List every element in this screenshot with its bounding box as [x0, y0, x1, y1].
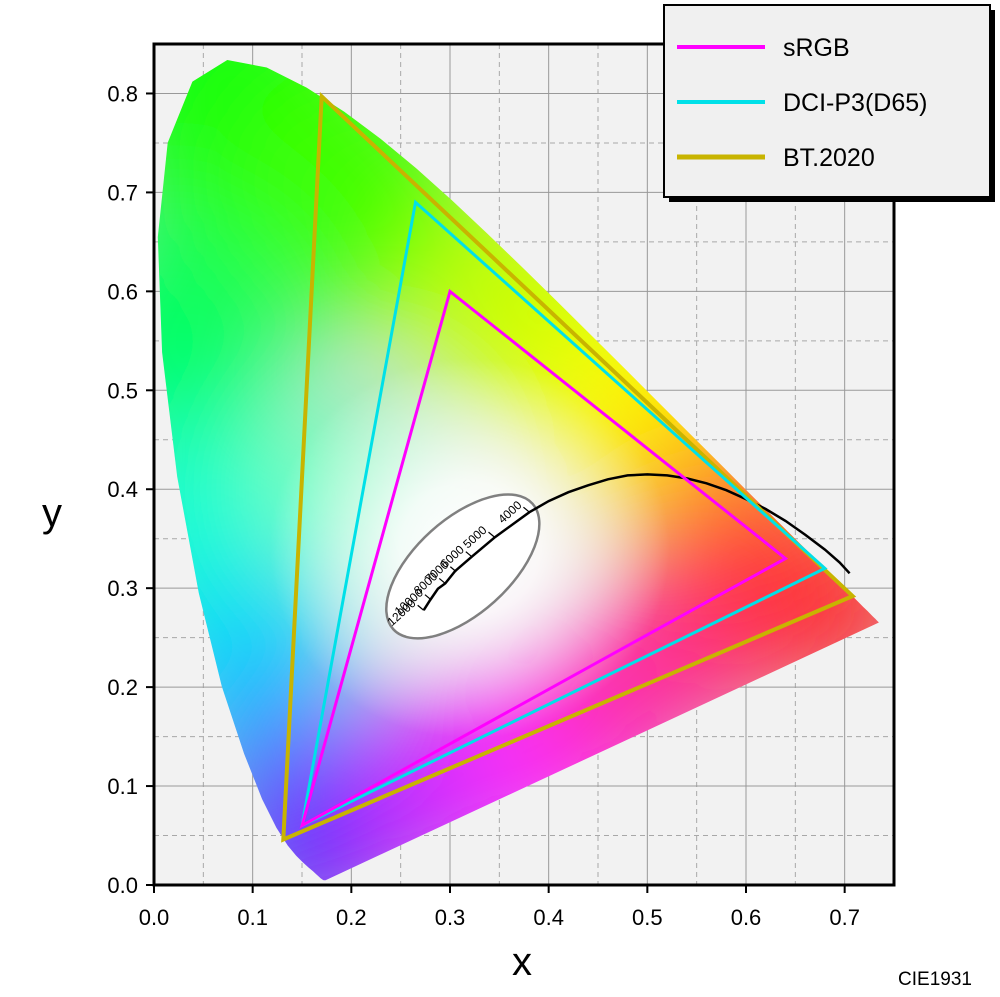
x-tick-label: 0.4 — [533, 905, 564, 930]
y-tick-label: 0.5 — [107, 378, 138, 403]
cct-ellipse-shape — [385, 493, 541, 640]
x-axis-title: x — [512, 940, 532, 984]
cct-tick — [424, 594, 432, 601]
x-tick-label: 0.7 — [829, 905, 860, 930]
x-tick-label: 0.6 — [731, 905, 762, 930]
cct-tick — [449, 566, 457, 573]
cct-tick — [465, 551, 473, 558]
legend-label: sRGB — [783, 34, 850, 62]
cct-ellipse — [385, 493, 541, 640]
color-blob — [157, 220, 294, 461]
cct-tick — [417, 604, 425, 611]
y-tick-label: 0.4 — [107, 477, 138, 502]
x-tick-label: 0.3 — [435, 905, 466, 930]
cct-tick — [438, 577, 446, 584]
cct-tick — [488, 531, 495, 538]
y-tick-label: 0.8 — [107, 81, 138, 106]
gamut-triangle-dci-p3-d65- — [299, 199, 828, 829]
y-tick-label: 0.7 — [107, 180, 138, 205]
axis-ticks: 0.0 0.1 0.2 0.3 0.4 0.5 0.6 0.7 0.0 0.1 0.2 0.3 0.4 0… — [107, 81, 860, 930]
plot-frame — [152, 42, 896, 887]
y-tick-label: 0.3 — [107, 576, 138, 601]
legend-label: BT.2020 — [783, 144, 875, 172]
x-tick-label: 0.0 — [139, 905, 170, 930]
x-tick-label: 0.5 — [632, 905, 663, 930]
x-tick-label: 0.1 — [237, 905, 268, 930]
y-tick-label: 0.0 — [107, 873, 138, 898]
y-tick-label: 0.2 — [107, 675, 138, 700]
cct-tick — [523, 506, 530, 513]
y-tick-label: 0.6 — [107, 279, 138, 304]
legend: sRGB DCI-P3(D65) BT.2020 — [663, 4, 995, 202]
x-tick-label: 0.2 — [336, 905, 367, 930]
y-tick-label: 0.1 — [107, 774, 138, 799]
gamut-triangle-bt-2020 — [281, 91, 857, 843]
gamut-triangles — [281, 91, 857, 843]
chart-caption: CIE1931 — [898, 969, 972, 990]
gamut-triangle-srgb — [299, 288, 789, 829]
legend-label: DCI-P3(D65) — [783, 89, 927, 117]
y-axis-title: y — [42, 491, 62, 535]
